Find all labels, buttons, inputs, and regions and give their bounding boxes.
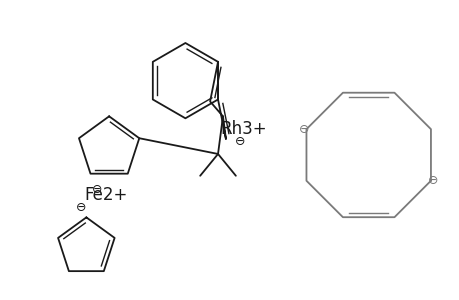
Text: ⊖: ⊖ (234, 135, 245, 148)
Text: Fe2+: Fe2+ (84, 186, 128, 204)
Text: ⊖: ⊖ (427, 174, 437, 187)
Text: ⊖: ⊖ (76, 201, 86, 214)
Text: Rh3+: Rh3+ (220, 120, 266, 138)
Text: ⊖: ⊖ (92, 183, 102, 196)
Text: ⊖: ⊖ (299, 123, 309, 136)
